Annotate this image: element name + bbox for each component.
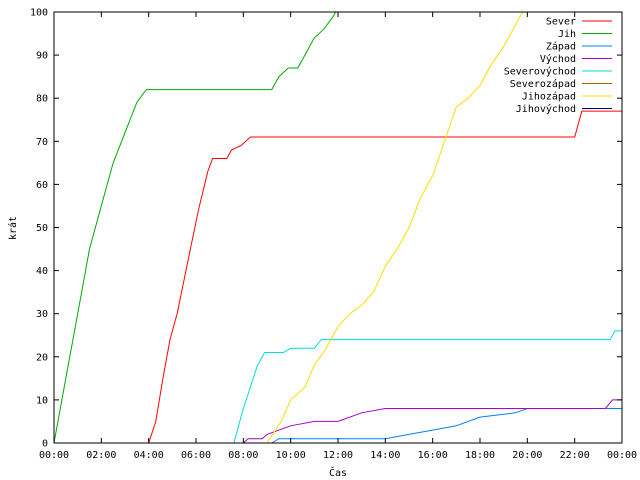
legend-label: Jihovýchod [516, 103, 576, 115]
legend-label: Jihozápad [522, 91, 576, 103]
axis-tick-labels-group: 00:00 02:00 04:00 06:00 08:00 10:00 12:00 14:00… [30, 8, 637, 462]
legend-label: Jih [558, 29, 576, 40]
series-line-3 [54, 408, 622, 444]
x-tick-label: 02:00 [86, 450, 116, 461]
x-tick-label: 18:00 [465, 450, 495, 461]
legend-label: Severovýchod [504, 66, 576, 78]
legend: SeverJihZápadVýchodSeverovýchodSeverozáp… [504, 17, 612, 115]
x-tick-label: 00:00 [39, 450, 69, 461]
x-tick-label: 08:00 [228, 450, 258, 461]
y-tick-label: 50 [36, 223, 48, 234]
x-tick-label: 00:00 [607, 450, 637, 461]
series-line-4 [54, 399, 622, 444]
x-tick-label: 20:00 [512, 450, 542, 461]
x-tick-label: 04:00 [134, 450, 164, 461]
x-tick-label: 16:00 [418, 450, 448, 461]
y-tick-label: 30 [36, 309, 48, 320]
y-tick-label: 40 [36, 266, 48, 277]
x-tick-label: 10:00 [276, 450, 306, 461]
series-line-2 [53, 11, 337, 444]
y-tick-label: 70 [36, 137, 48, 148]
legend-label: Východ [540, 53, 576, 65]
series-line-7 [54, 11, 524, 444]
x-tick-label: 14:00 [370, 450, 400, 461]
legend-label: Severozápad [510, 78, 576, 90]
series-line-1 [54, 110, 622, 444]
series-line-5 [54, 330, 622, 444]
y-tick-label: 100 [30, 8, 48, 19]
x-tick-label: 22:00 [560, 450, 590, 461]
y-tick-label: 60 [36, 180, 48, 191]
y-tick-label: 80 [36, 94, 48, 105]
y-axis-label: krát [7, 216, 19, 240]
legend-label: Západ [546, 41, 576, 53]
y-tick-label: 20 [36, 352, 48, 363]
x-tick-label: 12:00 [323, 450, 353, 461]
x-tick-label: 06:00 [181, 450, 211, 461]
x-axis-label: Čas [329, 466, 347, 479]
y-tick-label: 10 [36, 395, 48, 406]
y-tick-label: 90 [36, 51, 48, 62]
legend-label: Sever [546, 17, 576, 28]
y-tick-label: 0 [42, 439, 48, 450]
axis-ticks-group [53, 11, 623, 444]
